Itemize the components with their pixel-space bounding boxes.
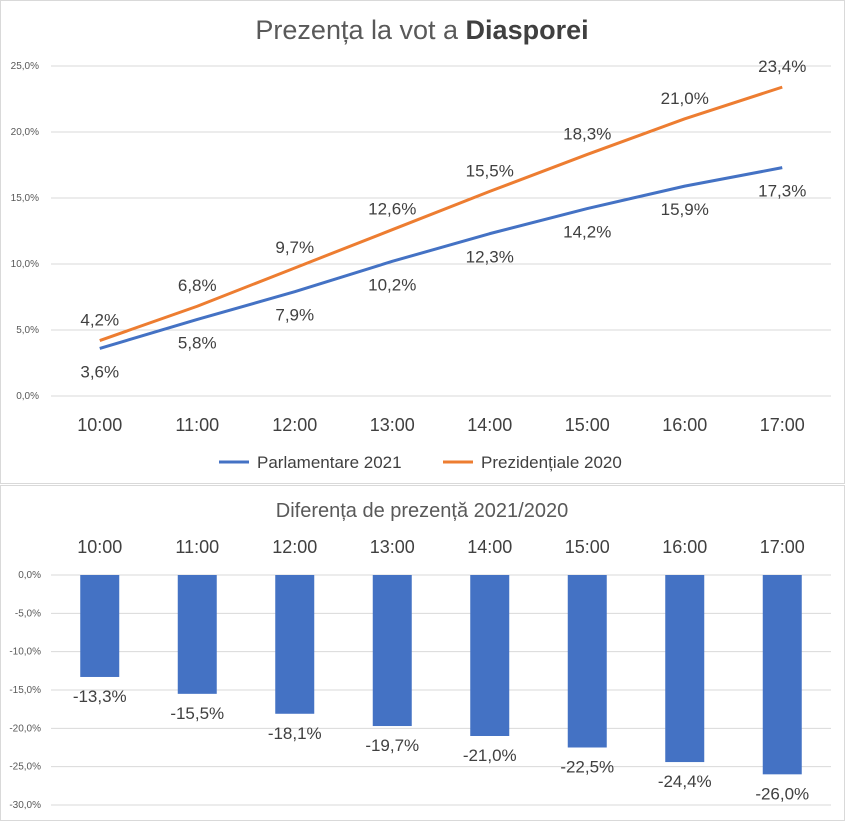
data-label: 4,2%: [80, 311, 119, 330]
x-tick-label: 13:00: [370, 537, 415, 557]
chart-title-bold: Diasporei: [466, 15, 589, 45]
series-line-2: [99, 85, 783, 342]
data-label: 12,6%: [368, 200, 416, 219]
x-tick-label: 11:00: [175, 415, 219, 435]
bar: [567, 575, 607, 748]
bar: [372, 575, 412, 727]
x-tick-label: 12:00: [272, 415, 317, 435]
data-label: 5,8%: [178, 333, 217, 352]
data-label: 7,9%: [275, 306, 314, 325]
y-tick-label: -20,0%: [9, 723, 41, 734]
data-label: 12,3%: [466, 248, 514, 267]
bar: [470, 575, 510, 736]
bar-chart-title: Diferența de prezență 2021/2020: [276, 500, 568, 522]
bar-chart-panel: Diferența de prezență 2021/2020 0,0% -5,0…: [0, 485, 845, 821]
x-tick-label: 11:00: [175, 537, 219, 557]
data-label: -13,3%: [73, 687, 127, 706]
data-label: -19,7%: [365, 736, 419, 755]
legend-label: Prezidențiale 2020: [481, 453, 622, 472]
series-line-1: [99, 166, 783, 350]
x-tick-label: 17:00: [760, 415, 805, 435]
bar: [665, 575, 705, 763]
x-tick-label: 14:00: [467, 537, 512, 557]
data-label: -15,5%: [170, 704, 224, 723]
line-chart: Prezența la vot a Diasporei 0,0% 5,0% 10,0…: [11, 15, 831, 472]
data-label: -18,1%: [268, 724, 322, 743]
bar: [177, 575, 217, 694]
bar-chart: Diferența de prezență 2021/2020 0,0% -5,0…: [9, 500, 831, 811]
x-tick-label: 14:00: [467, 415, 512, 435]
chart-title: Prezența la vot a Diasporei: [255, 15, 588, 45]
y-tick-label: -30,0%: [9, 800, 41, 811]
y-tick-label: 20,0%: [11, 127, 39, 138]
data-label: 3,6%: [80, 362, 119, 381]
data-label: 10,2%: [368, 275, 416, 294]
x-tick-label: 10:00: [77, 415, 122, 435]
x-tick-label: 12:00: [272, 537, 317, 557]
data-label: -24,4%: [658, 772, 712, 791]
bar: [275, 575, 315, 714]
x-tick-label: 16:00: [662, 537, 707, 557]
y-tick-label: 0,0%: [18, 570, 41, 581]
data-label: 18,3%: [563, 124, 611, 143]
data-label: 6,8%: [178, 276, 217, 295]
bar: [80, 575, 120, 677]
data-label: 15,9%: [661, 200, 709, 219]
y-tick-label: -25,0%: [9, 762, 41, 773]
legend-label: Parlamentare 2021: [257, 453, 402, 472]
y-tick-label: -5,0%: [15, 608, 41, 619]
data-label: -26,0%: [755, 784, 809, 803]
y-tick-label: 10,0%: [11, 259, 39, 270]
bar: [762, 575, 802, 775]
x-tick-label: 10:00: [77, 537, 122, 557]
x-tick-label: 16:00: [662, 415, 707, 435]
x-tick-label: 15:00: [565, 415, 610, 435]
y-tick-label: 15,0%: [11, 193, 39, 204]
y-tick-label: -15,0%: [9, 685, 41, 696]
data-label: 21,0%: [661, 89, 709, 108]
y-tick-label: 25,0%: [11, 61, 39, 72]
x-tick-label: 15:00: [565, 537, 610, 557]
y-tick-label: 5,0%: [16, 325, 39, 336]
data-label: 14,2%: [563, 223, 611, 242]
x-tick-label: 13:00: [370, 415, 415, 435]
data-label: 9,7%: [275, 238, 314, 257]
data-label: 23,4%: [758, 57, 806, 76]
chart-title-main: Prezența la vot a: [255, 15, 459, 45]
y-tick-label: -10,0%: [9, 647, 41, 658]
y-tick-label: 0,0%: [16, 391, 39, 402]
data-label: 17,3%: [758, 182, 806, 201]
line-chart-panel: Prezența la vot a Diasporei 0,0% 5,0% 10,0…: [0, 0, 845, 484]
data-label: 15,5%: [466, 161, 514, 180]
x-tick-label: 17:00: [760, 537, 805, 557]
data-label: -21,0%: [463, 746, 517, 765]
data-label: -22,5%: [560, 758, 614, 777]
